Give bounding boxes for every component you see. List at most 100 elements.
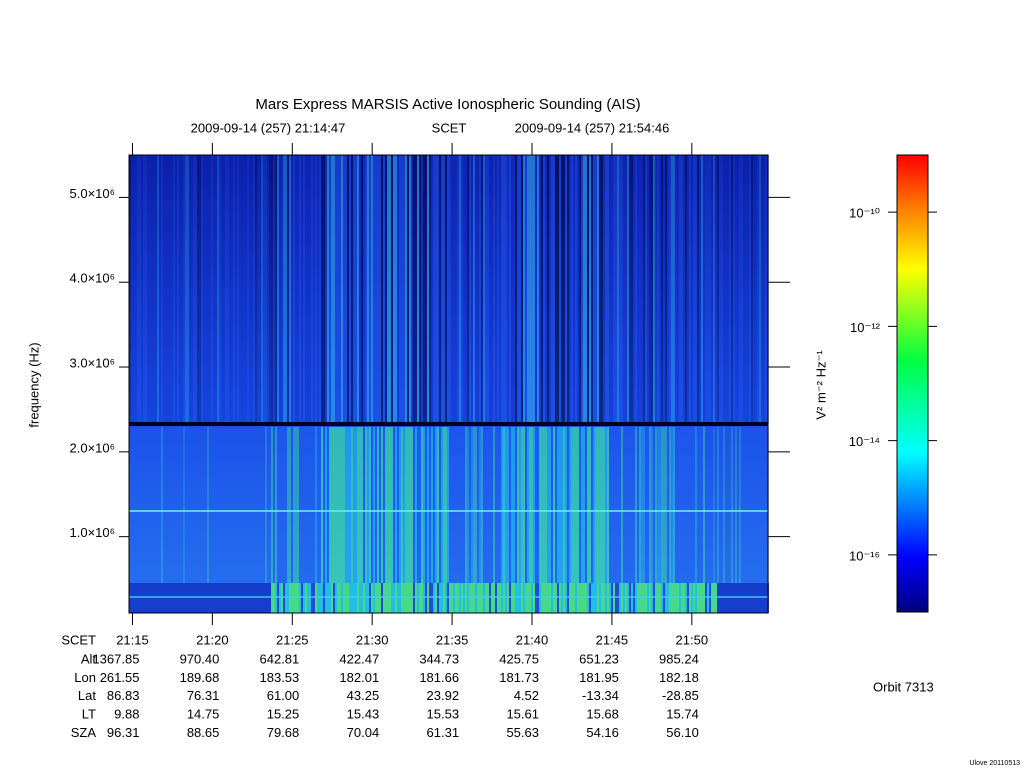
texture: [383, 427, 385, 583]
texture: [227, 427, 229, 583]
texture: [595, 155, 597, 424]
texture: [283, 155, 285, 424]
texture: [759, 155, 761, 424]
texture: [289, 155, 291, 424]
texture: [727, 427, 729, 583]
texture: [175, 427, 177, 583]
texture: [761, 427, 763, 583]
texture: [483, 427, 485, 583]
texture: [439, 427, 441, 583]
texture: [611, 427, 613, 583]
texture: [407, 427, 409, 583]
ephemeris-value: 55.63: [506, 725, 539, 740]
texture: [741, 427, 743, 583]
texture: [329, 155, 331, 424]
ephemeris-value: 15.25: [267, 707, 300, 722]
ephemeris-value: 54.16: [586, 725, 619, 740]
texture: [687, 427, 689, 583]
texture: [557, 155, 559, 424]
ephemeris-value: 70.04: [347, 725, 380, 740]
footer: Ulove 20110513: [970, 760, 1021, 767]
texture: [277, 427, 279, 583]
texture: [517, 427, 519, 583]
texture: [369, 155, 371, 424]
texture: [569, 155, 571, 424]
texture: [305, 155, 307, 424]
texture: [695, 155, 697, 424]
texture: [609, 427, 611, 583]
texture: [585, 427, 587, 583]
texture: [395, 427, 397, 583]
texture: [535, 155, 537, 424]
texture: [425, 427, 427, 583]
texture: [273, 427, 275, 583]
texture: [353, 155, 355, 424]
texture: [589, 427, 591, 583]
texture: [503, 427, 505, 583]
texture: [251, 155, 253, 424]
ephemeris-value: 183.53: [260, 670, 300, 685]
texture: [143, 427, 145, 583]
texture: [689, 155, 691, 424]
texture: [521, 427, 523, 583]
texture: [545, 427, 547, 583]
ephemeris-value: 181.73: [499, 670, 539, 685]
colorbar-tick-label: 10⁻¹⁶: [849, 548, 880, 563]
texture: [379, 155, 381, 424]
texture: [691, 155, 693, 424]
texture: [261, 427, 263, 583]
texture: [467, 427, 469, 583]
texture: [621, 427, 623, 583]
texture: [291, 427, 293, 583]
texture: [661, 155, 663, 424]
texture: [193, 427, 195, 583]
texture: [167, 427, 169, 583]
texture: [643, 155, 645, 424]
texture: [199, 427, 201, 583]
texture: [163, 427, 165, 583]
texture: [691, 427, 693, 583]
texture: [743, 427, 745, 583]
texture: [221, 427, 223, 583]
texture: [457, 155, 459, 424]
texture: [399, 155, 401, 424]
texture: [159, 155, 161, 424]
texture: [421, 427, 423, 583]
texture: [195, 427, 197, 583]
texture: [145, 155, 147, 424]
texture: [745, 427, 747, 583]
texture: [607, 427, 609, 583]
texture: [527, 155, 529, 424]
texture: [717, 427, 719, 583]
texture: [463, 427, 465, 583]
texture: [149, 155, 151, 424]
texture: [181, 427, 183, 583]
colorbar-tick-label: 10⁻¹⁰: [849, 206, 880, 221]
texture: [539, 427, 541, 583]
texture: [137, 155, 139, 424]
texture: [325, 427, 327, 583]
texture: [293, 155, 295, 424]
texture: [495, 427, 497, 583]
texture: [357, 155, 359, 424]
texture: [163, 155, 165, 424]
texture: [183, 155, 185, 424]
texture: [421, 155, 423, 424]
texture: [601, 155, 603, 424]
texture: [375, 155, 377, 424]
texture: [215, 155, 217, 424]
texture: [241, 427, 243, 583]
texture: [165, 155, 167, 424]
texture: [605, 155, 607, 424]
texture: [227, 155, 229, 424]
texture: [189, 155, 191, 424]
ephemeris-value: 23.92: [427, 688, 460, 703]
texture: [735, 155, 737, 424]
texture: [673, 155, 675, 424]
texture: [345, 427, 347, 583]
texture: [383, 155, 385, 424]
texture: [239, 427, 241, 583]
texture: [623, 427, 625, 583]
colorbar-tick-label: 10⁻¹⁴: [849, 434, 880, 449]
texture: [619, 427, 621, 583]
